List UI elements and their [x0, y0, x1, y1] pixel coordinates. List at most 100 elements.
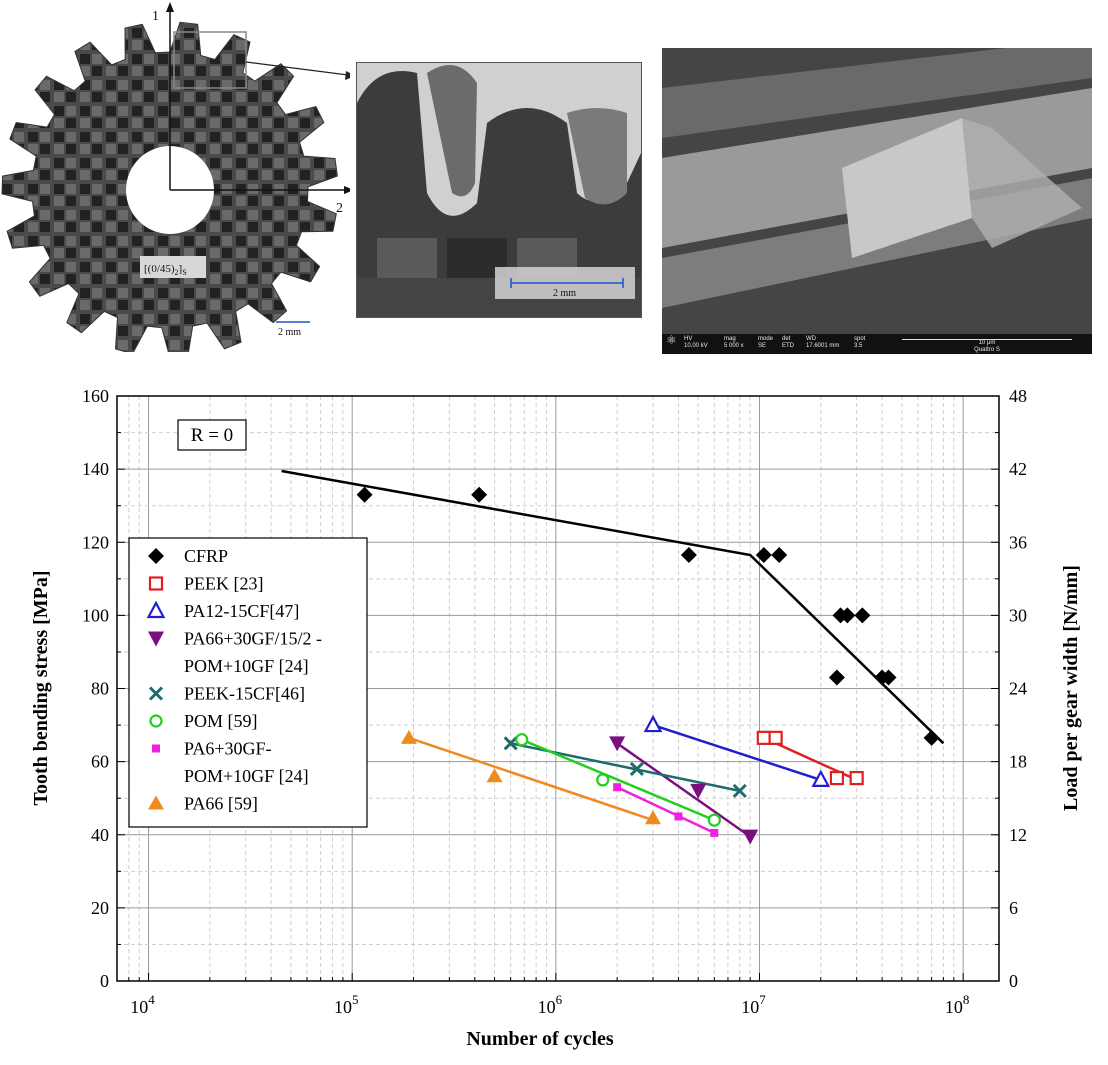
fit-line-series-7	[408, 736, 654, 822]
annotation-box	[177, 419, 247, 451]
legend-box	[128, 537, 368, 828]
data-point-series-7	[400, 729, 417, 744]
data-point-series-0	[839, 607, 856, 624]
data-point-series-6	[613, 783, 622, 792]
x-tick-label: 107	[741, 992, 766, 1017]
legend-marker-series-1	[148, 576, 164, 591]
axis-2-arrowhead	[344, 186, 354, 194]
fit-line-series-3	[616, 742, 751, 838]
y2-tick-label: 6	[1009, 898, 1018, 918]
tooth-fiber-band	[427, 65, 477, 197]
y-tick-label: 160	[82, 386, 109, 406]
y-axis-title: Tooth bending stress [MPa]	[30, 570, 52, 805]
legend-label-series-5: POM [59]	[184, 711, 258, 731]
data-point-series-6	[710, 828, 719, 837]
data-point-series-7	[486, 768, 503, 783]
legend-marker-series-3	[148, 631, 164, 647]
data-point-series-3	[690, 783, 707, 799]
sem-micrograph-panel: ⚛ HV 10.00 kV mag 5 000 x mode SE det ETD WD…	[662, 48, 1092, 354]
y-tick-label: 40	[91, 825, 109, 845]
y2-tick-label: 24	[1009, 679, 1027, 699]
layup-label-box	[140, 256, 206, 278]
legend-marker-series-4	[148, 686, 164, 701]
data-point-series-0	[923, 729, 940, 746]
x-tick-label: 106	[538, 992, 563, 1017]
chart-ticks: 0 20 40 60 80 100 120 140 160 0 6 12 18 24 30 36 42 48 104…	[82, 386, 1027, 1017]
data-point-series-1	[756, 730, 771, 745]
sem-logo-icon: ⚛	[666, 333, 677, 347]
data-point-series-0	[854, 607, 871, 624]
sem-fracture-fragment	[842, 118, 972, 258]
annotation-label: R = 0	[191, 425, 233, 446]
data-point-series-3	[742, 829, 759, 845]
legend: CFRP PEEK [23] PA12-15CF[47] PA66+30GF/15/2…	[128, 537, 368, 828]
data-point-series-3	[609, 736, 626, 752]
y2-tick-label: 0	[1009, 971, 1018, 991]
sem-mode: mode SE	[758, 336, 774, 349]
data-point-series-0	[771, 547, 788, 564]
sem-det: det ETD	[782, 336, 794, 349]
data-point-series-0	[356, 486, 373, 503]
gear-tooth-zoom-panel: 2 mm	[356, 62, 642, 318]
tooth-zoom-illustration: 2 mm	[357, 63, 641, 317]
gear-detail-box	[173, 31, 247, 89]
y2-axis-title: Load per gear width [N/mm]	[1060, 565, 1082, 811]
y-tick-label: 140	[82, 459, 109, 479]
legend-marker-series-5	[149, 714, 163, 728]
legend-label-series-1: PEEK [23]	[184, 574, 264, 594]
y-tick-label: 60	[91, 752, 109, 772]
fit-line-series-2	[652, 723, 822, 782]
legend-marker-series-0	[148, 548, 164, 564]
sn-chart-panel: 0 20 40 60 80 100 120 140 160 0 6 12 18 24 30 36 42 48 104…	[0, 380, 1108, 1060]
data-point-series-4	[503, 736, 518, 751]
sem-fiber-illustration	[662, 48, 1092, 334]
y-tick-label: 100	[82, 605, 109, 625]
axis-2-label: 2	[336, 201, 343, 216]
data-point-series-0	[680, 547, 697, 564]
zoom-arrowhead	[345, 71, 356, 80]
fit-line-series-5	[521, 738, 715, 822]
sem-spot: spot 3.5	[854, 336, 866, 349]
data-point-series-2	[643, 714, 663, 733]
y2-tick-label: 18	[1009, 752, 1027, 772]
tooth-fiber-band-2	[567, 108, 627, 205]
fit-line-series-6	[616, 786, 715, 835]
legend-label-series-3: PA66+30GF/15/2 -	[184, 629, 322, 649]
y-tick-label: 0	[100, 971, 109, 991]
sem-info-bar: ⚛ HV 10.00 kV mag 5 000 x mode SE det ETD WD…	[662, 334, 1092, 354]
gear-scale-label: 2 mm	[278, 327, 301, 338]
data-markers	[356, 486, 940, 845]
layup-label: [(0/45)2]S	[144, 263, 187, 277]
data-point-series-5	[596, 773, 610, 787]
zoom-scale-label: 2 mm	[553, 288, 576, 299]
data-point-series-0	[471, 486, 488, 503]
gear-illustration: 1 2 [(0/45)2]S 2 mm	[1, 2, 357, 359]
data-point-series-0	[828, 669, 845, 686]
legend-marker-series-7	[148, 795, 164, 810]
data-point-series-0	[755, 547, 772, 564]
legend-label-series-6: POM+10GF [24]	[184, 766, 309, 786]
x-axis-title: Number of cycles	[466, 1028, 614, 1050]
y-tick-label: 120	[82, 532, 109, 552]
sem-hv: HV 10.00 kV	[684, 336, 708, 349]
axis-1-arrowhead	[166, 2, 174, 12]
data-point-series-4	[629, 761, 644, 776]
data-point-series-6	[674, 812, 683, 821]
y2-tick-label: 36	[1009, 532, 1027, 552]
chart-grid	[116, 396, 999, 981]
data-point-series-1	[849, 770, 864, 786]
data-point-series-1	[829, 770, 845, 786]
x-tick-label: 104	[130, 992, 155, 1017]
data-point-series-5	[515, 733, 529, 747]
zoom-arrow	[245, 61, 357, 77]
y-tick-label: 80	[91, 679, 109, 699]
data-point-series-2	[811, 769, 831, 788]
legend-label-series-2: PA12-15CF[47]	[184, 601, 299, 621]
data-point-series-0	[880, 669, 897, 686]
data-point-series-5	[707, 813, 721, 827]
legend-label-series-0: CFRP	[184, 546, 228, 566]
legend-label-series-3: POM+10GF [24]	[184, 656, 309, 676]
gear-image-panel: 1 2 [(0/45)2]S 2 mm	[0, 0, 357, 359]
data-point-series-1	[768, 730, 783, 745]
y2-tick-label: 42	[1009, 459, 1027, 479]
